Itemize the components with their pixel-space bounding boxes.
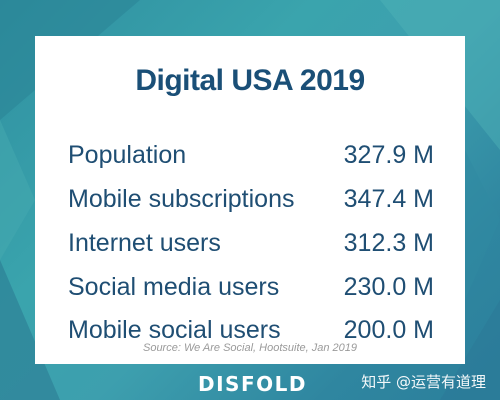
stat-row-population: Population 327.9 M — [68, 137, 434, 173]
stat-value: 230.0 M — [343, 272, 434, 301]
stat-row-mobile-social-users: Mobile social users 200.0 M — [68, 312, 434, 348]
stat-row-internet-users: Internet users 312.3 M — [68, 225, 434, 261]
brand-logo: DISFOLD — [198, 372, 307, 396]
stat-label: Mobile social users — [68, 315, 281, 344]
stat-value: 347.4 M — [343, 184, 434, 213]
stat-row-social-media-users: Social media users 230.0 M — [68, 269, 434, 305]
watermark: 知乎 @运营有道理 — [361, 373, 486, 391]
stat-label: Mobile subscriptions — [68, 184, 295, 213]
stats-card: Digital USA 2019 Population 327.9 M Mobi… — [35, 36, 465, 364]
stat-label: Social media users — [68, 272, 280, 301]
stat-value: 312.3 M — [343, 228, 434, 257]
card-title: Digital USA 2019 — [135, 64, 365, 97]
source-note: Source: We Are Social, Hootsuite, Jan 20… — [142, 342, 357, 354]
stat-label: Population — [68, 140, 187, 169]
stat-label: Internet users — [68, 228, 221, 257]
stat-row-mobile-subscriptions: Mobile subscriptions 347.4 M — [68, 181, 434, 217]
stat-value: 327.9 M — [343, 140, 434, 169]
stat-value: 200.0 M — [343, 315, 434, 344]
